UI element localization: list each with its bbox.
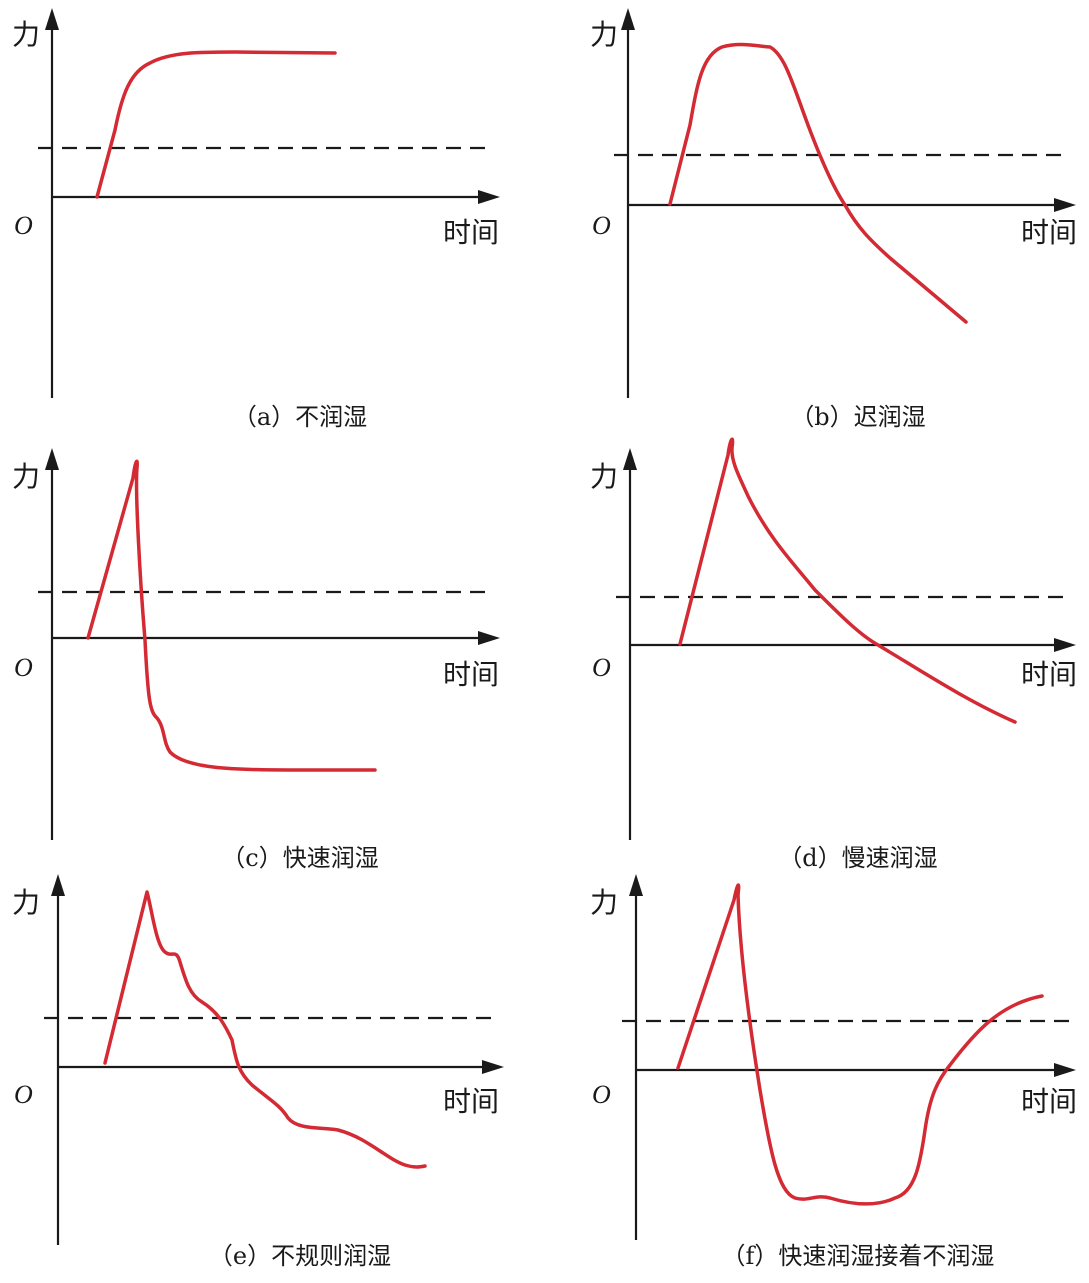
x-axis-arrow — [1054, 638, 1076, 652]
panel-caption: （a）不润湿 — [233, 403, 367, 431]
y-axis-arrow — [623, 448, 637, 470]
x-axis-arrow — [482, 1060, 504, 1074]
force-curve — [668, 42, 968, 324]
x-axis-arrow — [478, 631, 500, 645]
panel-caption: （b）迟润湿 — [790, 403, 925, 431]
y-axis-arrow — [45, 8, 59, 30]
y-axis-arrow — [45, 448, 59, 470]
y-axis-label: 力 — [590, 886, 618, 919]
panel-f: 力 O 时间 （f）快速润湿接着不润湿 — [590, 874, 1077, 1270]
y-axis-label: 力 — [12, 886, 40, 919]
force-curve — [676, 883, 1044, 1206]
panel-caption: （e）不规则润湿 — [209, 1242, 391, 1270]
x-axis-arrow — [1054, 1063, 1076, 1077]
y-axis-arrow — [51, 874, 65, 896]
origin-label: O — [592, 211, 611, 240]
y-axis-label: 力 — [12, 18, 40, 51]
panel-b: 力 O 时间 （b）迟润湿 — [590, 8, 1077, 431]
panel-caption: （f）快速润湿接着不润湿 — [722, 1242, 995, 1270]
origin-label: O — [14, 653, 33, 682]
origin-label: O — [592, 1080, 611, 1109]
x-axis-label: 时间 — [1021, 1085, 1077, 1118]
x-axis-label: 时间 — [443, 658, 499, 691]
force-curve — [86, 459, 377, 772]
y-axis-arrow — [621, 8, 635, 30]
y-axis-arrow — [629, 874, 643, 896]
panel-e: 力 O 时间 （e）不规则润湿 — [12, 874, 504, 1270]
x-axis-label: 时间 — [1021, 216, 1077, 249]
panel-caption: （d）慢速润湿 — [778, 844, 937, 872]
force-curve — [678, 437, 1017, 724]
x-axis-label: 时间 — [1021, 658, 1077, 691]
panel-d: 力 O 时间 （d）慢速润湿 — [590, 437, 1077, 872]
x-axis-arrow — [1054, 198, 1076, 212]
origin-label: O — [14, 211, 33, 240]
origin-label: O — [592, 653, 611, 682]
y-axis-label: 力 — [12, 460, 40, 493]
force-curve — [103, 890, 427, 1169]
panel-caption: （c）快速润湿 — [221, 844, 378, 872]
y-axis-label: 力 — [590, 460, 618, 493]
origin-label: O — [14, 1080, 33, 1109]
panel-c: 力 O 时间 （c）快速润湿 — [12, 448, 500, 872]
x-axis-arrow — [478, 190, 500, 204]
y-axis-label: 力 — [590, 18, 618, 51]
panel-a: 力 O 时间 （a）不润湿 — [12, 8, 500, 431]
x-axis-label: 时间 — [443, 216, 499, 249]
x-axis-label: 时间 — [443, 1085, 499, 1118]
force-curve — [95, 50, 337, 199]
